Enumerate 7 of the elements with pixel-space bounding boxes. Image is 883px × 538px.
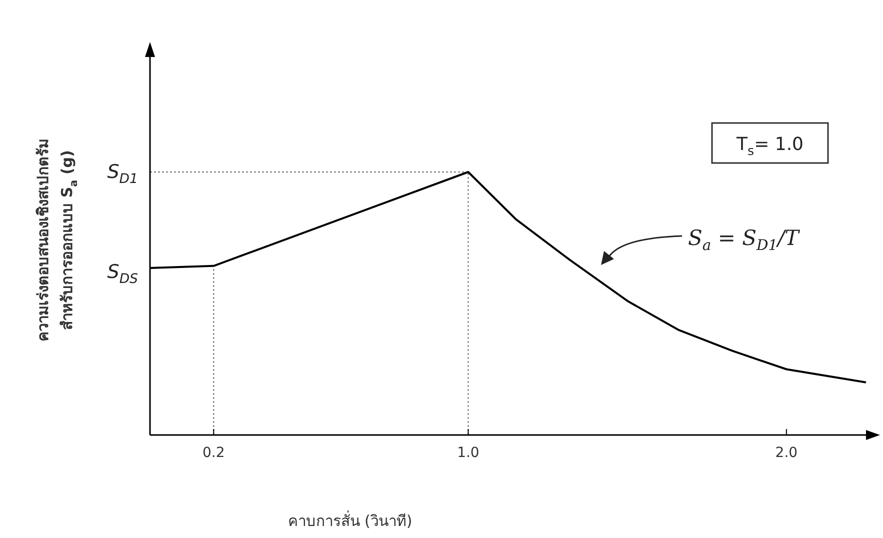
x-axis-title: คาบการสั่น (วินาที) xyxy=(288,510,412,530)
ref-line-label: S$_{D1}$ xyxy=(107,161,138,187)
annotation: S$_{DS}$ xyxy=(107,260,139,287)
x-tick-label: 1.0 xyxy=(457,445,480,461)
x-tick-label: 0.2 xyxy=(202,445,225,461)
x-tick-label: 2.0 xyxy=(775,445,798,461)
annotation: S$_{a}$ = S$_{D1}$/T xyxy=(688,226,801,254)
